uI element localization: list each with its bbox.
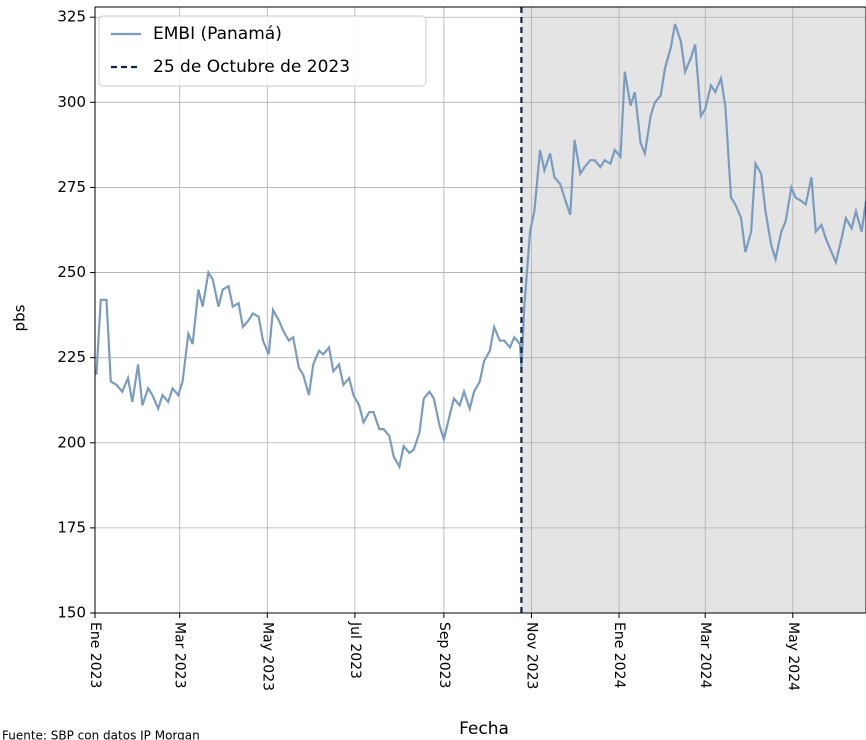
x-tick-label: Nov 2023 xyxy=(523,622,539,689)
y-tick-label: 225 xyxy=(57,348,86,366)
y-tick-label: 175 xyxy=(57,518,86,536)
shaded-region xyxy=(521,7,866,613)
y-tick-label: 275 xyxy=(57,178,86,196)
x-tick-label: Sep 2023 xyxy=(436,622,452,688)
plot-area xyxy=(94,7,866,614)
x-tick-label: Ene 2023 xyxy=(87,622,103,688)
data-line xyxy=(95,23,866,470)
x-tick-label: Mar 2024 xyxy=(697,622,713,689)
axes-frame xyxy=(94,6,866,614)
x-tick-label: Jul 2023 xyxy=(347,621,363,679)
legend-label: EMBI (Panamá) xyxy=(153,24,282,44)
y-tick-label: 325 xyxy=(57,8,86,26)
y-tick-label: 300 xyxy=(57,93,86,111)
x-axis-label: Fecha xyxy=(459,719,509,739)
source-note: Fuente: SBP con datos JP Morgan xyxy=(2,729,200,740)
legend-box xyxy=(98,15,427,87)
y-axis-label: pbs xyxy=(11,304,29,331)
y-tick-label: 150 xyxy=(57,604,86,622)
legend-label: 25 de Octubre de 2023 xyxy=(153,57,350,77)
legend: EMBI (Panamá) 25 de Octubre de 2023 xyxy=(98,15,427,87)
y-tick-label: 200 xyxy=(57,433,86,451)
x-tick-label: May 2024 xyxy=(785,622,801,691)
x-tick-label: Mar 2023 xyxy=(172,622,188,689)
x-tick-label: Ene 2024 xyxy=(611,622,627,689)
x-tick-label: May 2023 xyxy=(259,622,275,691)
y-tick-label: 250 xyxy=(57,263,86,281)
